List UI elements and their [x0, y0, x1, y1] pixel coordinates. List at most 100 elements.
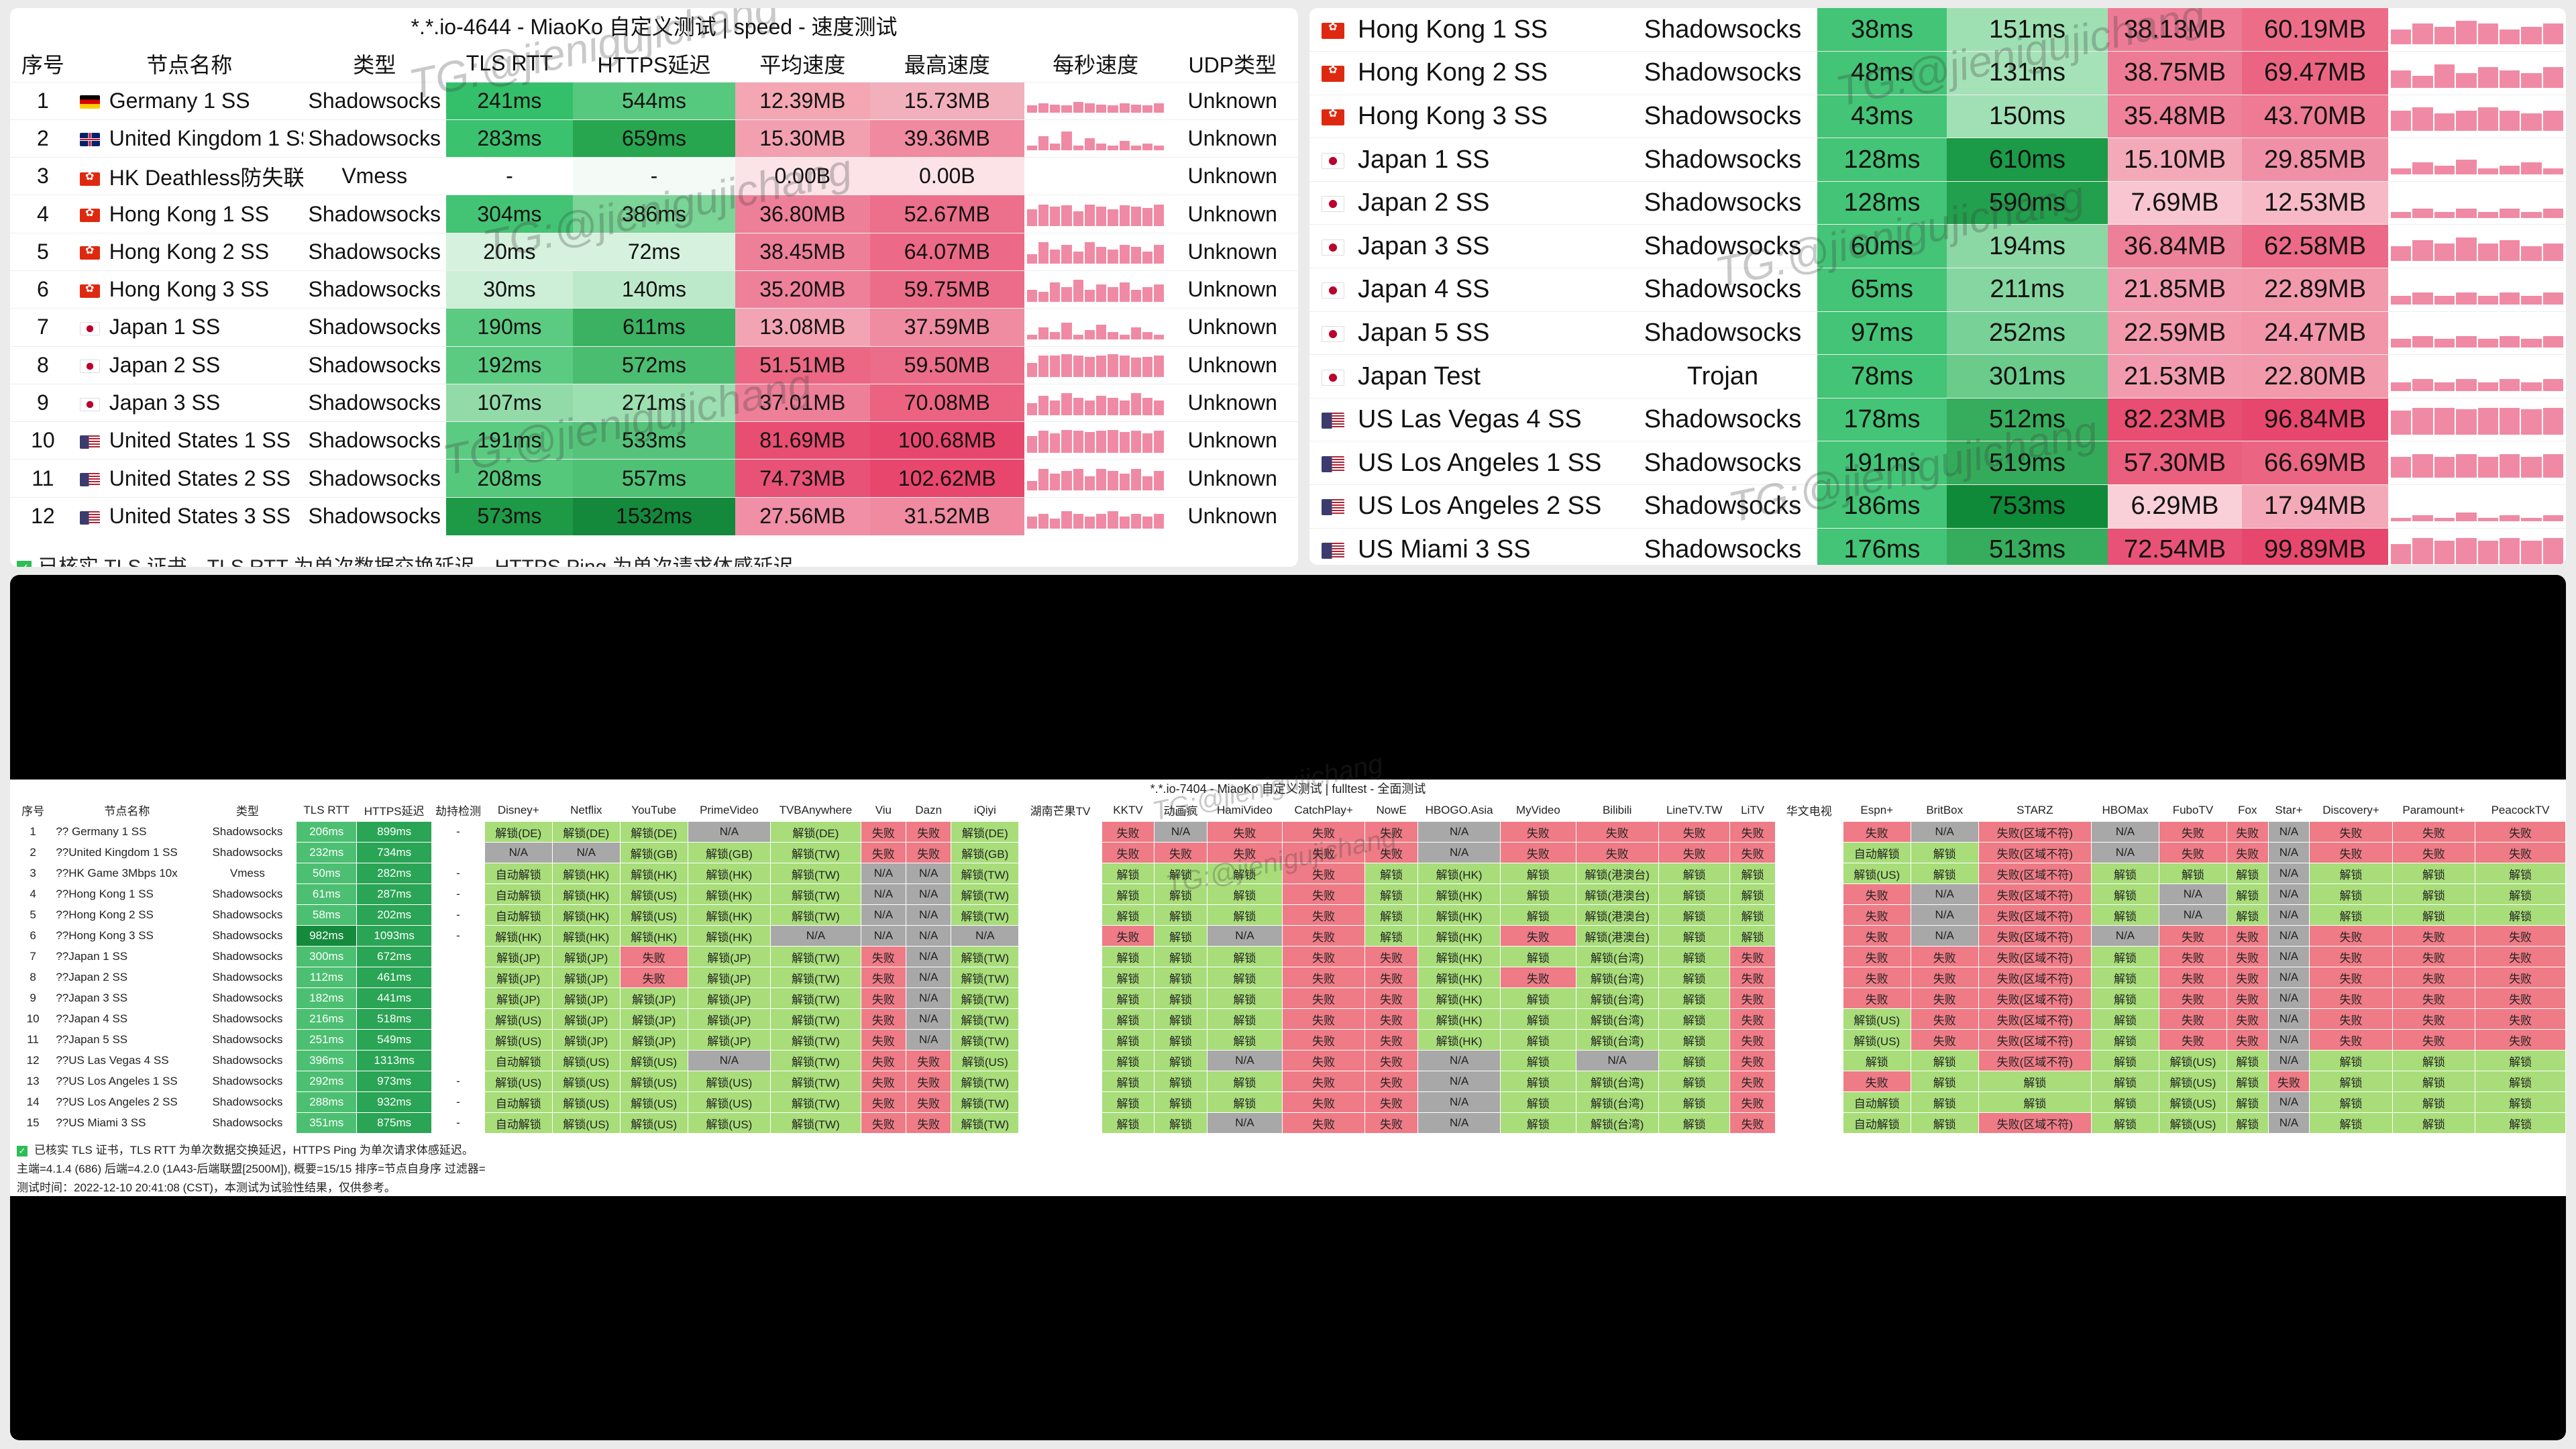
- speed-bar: [1130, 327, 1141, 339]
- cell: 解锁: [1658, 1071, 1731, 1092]
- table-row: 9 ??Japan 3 SS Shadowsocks 182ms 441ms 解锁(JP)…: [10, 987, 2566, 1009]
- flag-us-icon: [79, 511, 100, 525]
- cell: 解锁(HK): [1417, 904, 1501, 926]
- node-name-cell: Japan 1 SS: [75, 308, 303, 347]
- flag-de-icon: [79, 95, 100, 109]
- max-speed: 22.80MB: [2242, 354, 2388, 398]
- speed-bar: [2521, 457, 2542, 478]
- cell: 失败: [1281, 1112, 1366, 1134]
- cell: [1774, 904, 1843, 926]
- cell: N/A: [2267, 1050, 2310, 1071]
- cell: 解锁: [2392, 883, 2476, 905]
- cell: [431, 1008, 485, 1030]
- cell: N/A: [2267, 842, 2310, 863]
- speed-bar: [2499, 454, 2520, 478]
- cell: 解锁: [1658, 1050, 1731, 1071]
- https-latency: 519ms: [1947, 441, 2108, 486]
- cell: 解锁(GB): [687, 842, 771, 863]
- speed-bar: [2542, 209, 2563, 218]
- cell: 解锁(JP): [687, 946, 771, 967]
- speed-bar: [1038, 292, 1049, 302]
- cell: 解锁(US): [619, 1071, 688, 1092]
- speed-bar: [2521, 295, 2542, 305]
- cell: 失败: [906, 1050, 952, 1071]
- row-index: 7: [10, 308, 76, 347]
- cell: N/A: [2267, 946, 2310, 967]
- cell: 解锁(HK): [619, 925, 688, 947]
- node-name: United States 2 SS: [109, 466, 291, 490]
- cell: 失败(区域不符): [1978, 925, 2092, 947]
- avg-speed: 38.45MB: [735, 232, 870, 271]
- node-name-cell: US Los Angeles 1 SS: [1309, 441, 1628, 486]
- cell: 失败: [1364, 1050, 1418, 1071]
- avg-speed: 13.08MB: [735, 308, 870, 347]
- cell: [1018, 1050, 1102, 1071]
- node-type: Shadowsocks: [303, 308, 446, 347]
- node-name: HK Deathless防失联: [109, 165, 303, 190]
- https-latency: 271ms: [573, 383, 735, 422]
- speed-bar: [2391, 382, 2412, 392]
- cell: 解锁: [1101, 1091, 1155, 1113]
- speed-bar: [2456, 512, 2477, 521]
- node-name-cell: Japan 1 SS: [1309, 138, 1628, 182]
- per-second-speed: [1024, 119, 1167, 158]
- cell: 解锁: [1154, 863, 1208, 884]
- cell: 解锁: [1206, 1071, 1283, 1092]
- cell: 失败: [1575, 842, 1659, 863]
- speed-bar: [2434, 541, 2455, 565]
- cell: 解锁: [2158, 863, 2227, 884]
- cell: [431, 967, 485, 988]
- cell: 失败: [2226, 842, 2269, 863]
- speed-bar: [2542, 515, 2563, 521]
- cell: 解锁: [1154, 946, 1208, 967]
- tls-rtt: 107ms: [445, 383, 574, 422]
- speed-bar: [2456, 454, 2477, 478]
- table-row: 4 Hong Kong 1 SS Shadowsocks304ms386ms36.8…: [10, 195, 1298, 233]
- cell: 失败(区域不符): [1978, 1029, 2092, 1051]
- cell: 解锁: [1206, 904, 1283, 926]
- cell: 解锁: [1101, 883, 1155, 905]
- speed-bar: [2456, 209, 2477, 218]
- max-speed: 100.68MB: [869, 421, 1024, 460]
- cell: Shadowsocks: [198, 1112, 297, 1134]
- cell: [1018, 1029, 1102, 1051]
- speed-bar: [1050, 400, 1061, 415]
- max-speed: 39.36MB: [869, 119, 1024, 158]
- flag-hk-icon: [79, 170, 100, 186]
- cell: 失败: [1842, 925, 1911, 947]
- max-speed: 60.19MB: [2242, 8, 2388, 52]
- cell: N/A: [484, 842, 553, 863]
- table-row: 10 ??Japan 4 SS Shadowsocks 216ms 518ms 解锁(US…: [10, 1008, 2566, 1030]
- cell: [1018, 987, 1102, 1009]
- speed-sparkline: [2388, 448, 2566, 478]
- speed-bar: [1038, 241, 1049, 264]
- per-second-speed: [2388, 224, 2566, 269]
- speed-bar: [1026, 435, 1038, 453]
- avg-speed: 0.00B: [735, 157, 870, 195]
- cell: 解锁(US): [2158, 1112, 2227, 1134]
- cell: 解锁(JP): [551, 1008, 621, 1030]
- panel-footer: ✓已核实 TLS 证书，TLS RTT 为单次数据交换延迟，HTTPS Ping…: [17, 550, 794, 567]
- flag-jp-icon: [1322, 196, 1344, 213]
- speed-bar: [1108, 429, 1118, 453]
- cell: 解锁: [1154, 883, 1208, 905]
- speed-bar: [2434, 26, 2455, 45]
- speed-bar: [2542, 110, 2563, 131]
- cell: 失败: [2267, 1071, 2310, 1092]
- cell: 失败: [1281, 821, 1366, 843]
- max-speed: 69.47MB: [2242, 51, 2388, 95]
- cell: 解锁: [1978, 1091, 2092, 1113]
- cell: 解锁(TW): [770, 842, 861, 863]
- speed-bar: [1026, 402, 1038, 415]
- speed-bar: [1096, 514, 1107, 529]
- node-name-cell: Hong Kong 3 SS: [75, 270, 303, 309]
- table-row: 7 ??Japan 1 SS Shadowsocks 300ms 672ms 解锁(JP)…: [10, 946, 2566, 967]
- cell: 解锁(TW): [770, 883, 861, 905]
- flag-hk-icon: [79, 244, 100, 260]
- flag-uk-icon: [79, 133, 100, 147]
- node-name: Hong Kong 2 SS: [109, 239, 270, 264]
- speed-bar: [1073, 280, 1083, 302]
- node-name-cell: United Kingdom 1 SS: [75, 119, 303, 158]
- speed-bar: [2434, 339, 2455, 348]
